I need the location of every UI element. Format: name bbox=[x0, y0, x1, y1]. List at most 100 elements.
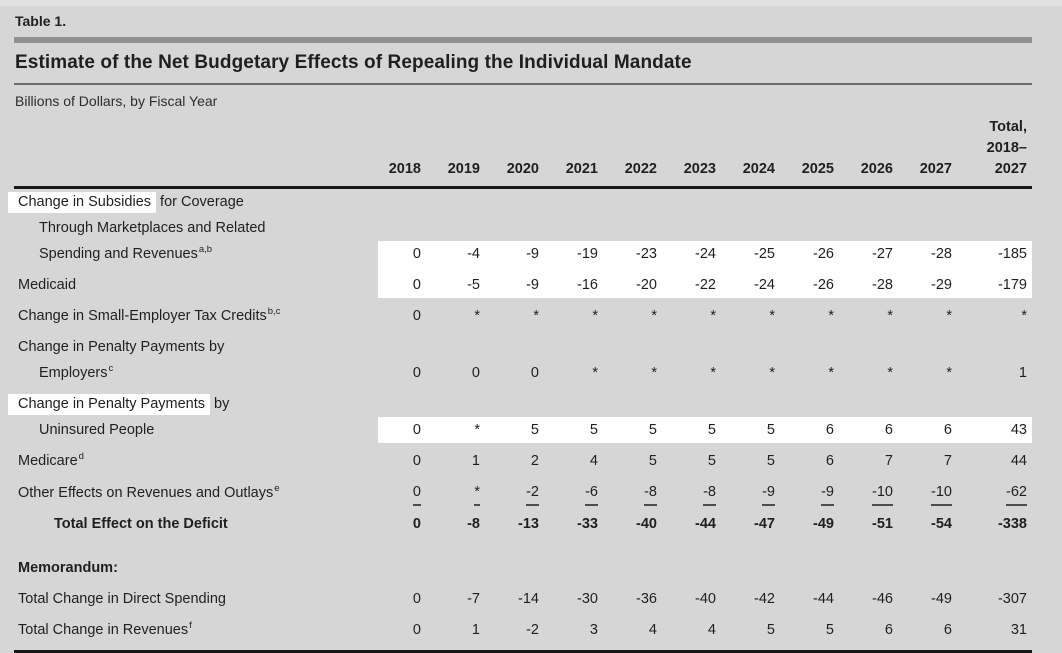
row-label: Medicaid bbox=[18, 277, 77, 293]
value-cell: * bbox=[423, 417, 482, 443]
table-row: Employersc 0 0 0 * * * * * * * 1 bbox=[14, 360, 1032, 386]
value-cell: -20 bbox=[600, 267, 659, 298]
table-number-label: Table 1. bbox=[15, 13, 67, 29]
empty-cell bbox=[364, 329, 1032, 360]
table-header: 2018 2019 2020 2021 2022 2023 2024 2025 2026 2027… bbox=[14, 115, 1032, 189]
value-cell: * bbox=[887, 308, 893, 324]
value-cell: -24 bbox=[718, 267, 777, 298]
value-cell: 4 bbox=[589, 453, 598, 469]
footnote-marker: c bbox=[108, 363, 114, 375]
label-column-header bbox=[14, 115, 364, 189]
value-cell: -307 bbox=[997, 591, 1027, 607]
year-column-header: 2021 bbox=[541, 115, 600, 189]
value-cell: -42 bbox=[754, 591, 775, 607]
value-cell: -62 bbox=[954, 474, 1032, 506]
total-header-line: Total, bbox=[989, 119, 1027, 135]
value-cell: 43 bbox=[954, 417, 1032, 443]
value-cell: -8 bbox=[600, 474, 659, 506]
value-cell: -40 bbox=[695, 591, 716, 607]
thick-divider-rule bbox=[14, 37, 1032, 43]
year-column-header: 2020 bbox=[482, 115, 541, 189]
year-column-header: 2026 bbox=[836, 115, 895, 189]
value-cell: 5 bbox=[766, 622, 775, 638]
underlined-value: -6 bbox=[585, 483, 598, 506]
value-cell: 4 bbox=[707, 622, 716, 638]
underlined-value: -62 bbox=[1006, 483, 1027, 506]
page-top-strip bbox=[0, 0, 1062, 6]
value-cell: -9 bbox=[482, 267, 541, 298]
value-cell: 6 bbox=[825, 453, 834, 469]
underlined-value: * bbox=[474, 483, 480, 506]
value-cell: -10 bbox=[895, 474, 954, 506]
value-cell: -29 bbox=[895, 267, 954, 298]
underlined-value: -2 bbox=[526, 483, 539, 506]
footnote-marker: b,c bbox=[267, 306, 281, 318]
value-cell: 0 bbox=[412, 308, 421, 324]
value-cell: -8 bbox=[467, 516, 480, 532]
value-cell: * bbox=[651, 365, 657, 381]
underlined-value: -9 bbox=[821, 483, 834, 506]
row-label: Total Effect on the Deficit bbox=[54, 516, 228, 532]
value-cell: -8 bbox=[659, 474, 718, 506]
value-cell: -10 bbox=[836, 474, 895, 506]
row-label: Other Effects on Revenues and Outlayse bbox=[18, 483, 280, 501]
value-cell: 0 bbox=[412, 365, 421, 381]
table-row: Uninsured People 0 * 5 5 5 5 5 6 6 6 43 bbox=[14, 417, 1032, 443]
value-cell: -4 bbox=[423, 241, 482, 267]
row-label: Change in Penalty Payments by bbox=[8, 386, 364, 417]
value-cell: -179 bbox=[954, 267, 1032, 298]
value-cell: -46 bbox=[872, 591, 893, 607]
row-label: Medicared bbox=[18, 451, 84, 469]
total-header-line: 2018– bbox=[986, 140, 1027, 156]
value-cell: * bbox=[710, 365, 716, 381]
row-label: Total Change in Revenuesf bbox=[18, 620, 192, 638]
year-column-header: 2018 bbox=[364, 115, 423, 189]
thin-divider-rule bbox=[14, 83, 1032, 85]
underlined-value: -10 bbox=[872, 483, 893, 506]
value-cell: -26 bbox=[777, 241, 836, 267]
table-row: Total Change in Direct Spending 0 -7 -14 -30… bbox=[14, 581, 1032, 612]
underlined-value: -10 bbox=[931, 483, 952, 506]
footnote-marker: f bbox=[189, 620, 192, 632]
value-cell: -28 bbox=[895, 241, 954, 267]
value-cell: 5 bbox=[825, 622, 834, 638]
empty-cell bbox=[364, 537, 1032, 581]
value-cell: -44 bbox=[813, 591, 834, 607]
value-cell: -26 bbox=[777, 267, 836, 298]
value-cell: 5 bbox=[718, 417, 777, 443]
value-cell: 1 bbox=[471, 453, 480, 469]
year-column-header: 2024 bbox=[718, 115, 777, 189]
value-cell: 4 bbox=[648, 622, 657, 638]
value-cell: -54 bbox=[931, 516, 952, 532]
value-cell: 0 bbox=[530, 365, 539, 381]
row-label: Spending and Revenuesa,b bbox=[39, 244, 213, 262]
table-row: Change in Penalty Payments by bbox=[14, 329, 1032, 360]
value-cell: 0 bbox=[412, 453, 421, 469]
row-label: Uninsured People bbox=[39, 422, 155, 438]
value-cell: -9 bbox=[777, 474, 836, 506]
value-cell: 0 bbox=[412, 591, 421, 607]
value-cell: 1 bbox=[1018, 365, 1027, 381]
table-content-area: Table 1. Estimate of the Net Budgetary E… bbox=[8, 6, 1032, 653]
year-column-header: 2019 bbox=[423, 115, 482, 189]
value-cell: 3 bbox=[589, 622, 598, 638]
row-label: Total Change in Direct Spending bbox=[18, 591, 226, 607]
value-cell: -33 bbox=[577, 516, 598, 532]
header-row: 2018 2019 2020 2021 2022 2023 2024 2025 2026 2027… bbox=[14, 115, 1032, 189]
value-cell: -9 bbox=[718, 474, 777, 506]
value-cell: 5 bbox=[707, 453, 716, 469]
value-cell: 6 bbox=[884, 622, 893, 638]
value-cell: * bbox=[651, 308, 657, 324]
value-cell: -44 bbox=[695, 516, 716, 532]
value-cell: * bbox=[592, 308, 598, 324]
table-row: Medicared 0 1 2 4 5 5 5 6 7 7 44 bbox=[14, 443, 1032, 474]
value-cell: -338 bbox=[997, 516, 1027, 532]
value-cell: 7 bbox=[943, 453, 952, 469]
year-column-header: 2027 bbox=[895, 115, 954, 189]
value-cell: -36 bbox=[636, 591, 657, 607]
underlined-value: -8 bbox=[703, 483, 716, 506]
table-body: Change in Subsidies for Coverage Through … bbox=[8, 188, 1032, 651]
value-cell: * bbox=[946, 365, 952, 381]
value-cell: 31 bbox=[1010, 622, 1027, 638]
